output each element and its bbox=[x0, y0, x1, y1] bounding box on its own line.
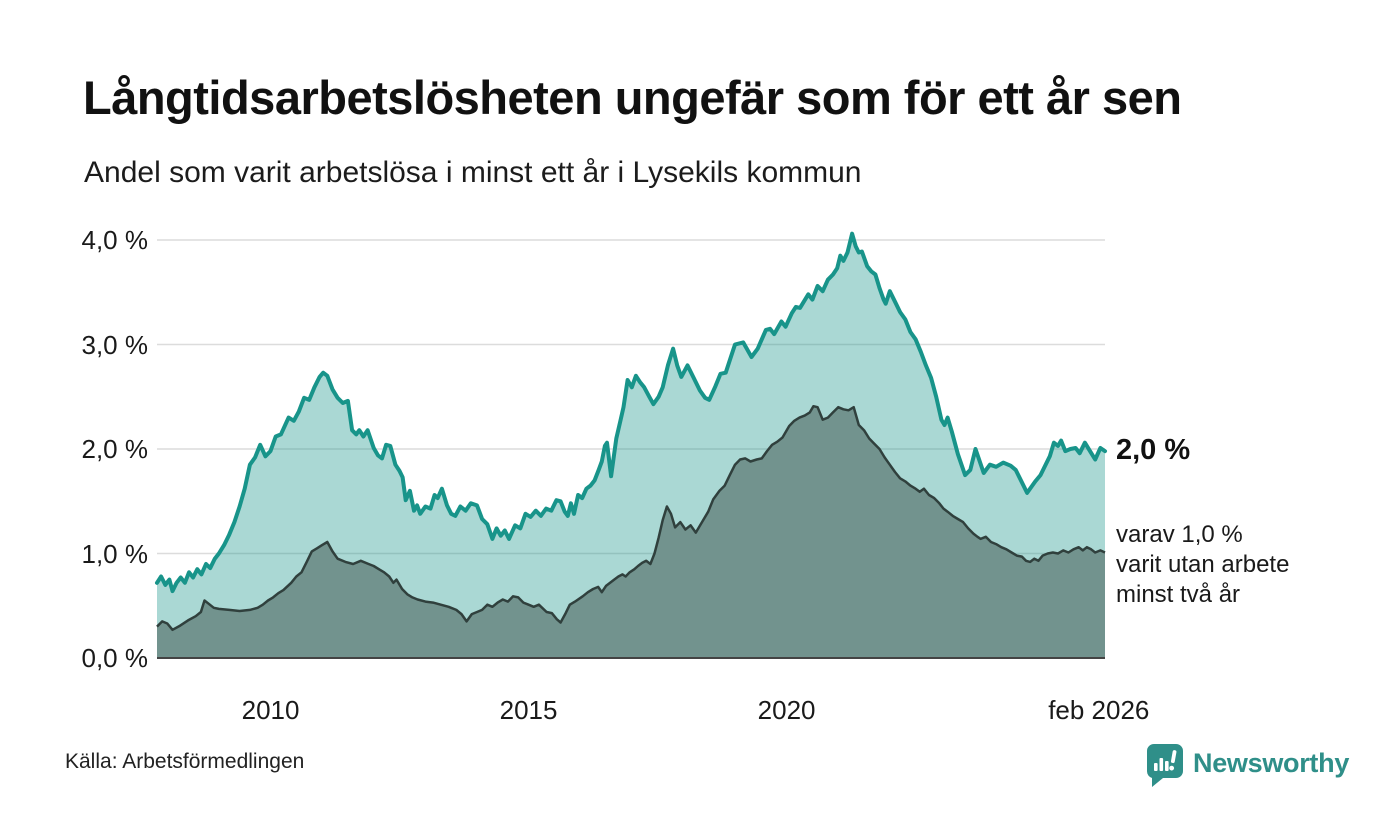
page-subtitle: Andel som varit arbetslösa i minst ett å… bbox=[84, 156, 862, 189]
secondary-note-line: minst två år bbox=[1116, 581, 1241, 608]
y-tick-label: 0,0 % bbox=[81, 643, 149, 673]
y-tick-label: 1,0 % bbox=[81, 538, 149, 569]
x-tick-label: feb 2026 bbox=[1048, 695, 1150, 725]
line-unemployed-2yr bbox=[156, 404, 1106, 632]
x-tick-label: 2020 bbox=[757, 695, 816, 725]
newsworthy-wordmark: Newsworthy bbox=[1193, 748, 1350, 778]
secondary-note-line: varav 1,0 % bbox=[1116, 521, 1243, 548]
source-credit: Källa: Arbetsförmedlingen bbox=[65, 750, 305, 773]
current-value-label: 2,0 % bbox=[1116, 434, 1191, 466]
secondary-series-note: varav 1,0 % varit utan arbete minst två … bbox=[1116, 520, 1386, 610]
y-tick-label: 2,0 % bbox=[81, 434, 149, 464]
y-tick-label: 4,0 % bbox=[81, 225, 149, 255]
area-unemployed-2yr bbox=[157, 406, 1105, 658]
newsworthy-logo: Newsworthy bbox=[1145, 742, 1349, 790]
x-tick-label: 2015 bbox=[499, 695, 558, 725]
line-unemployed-1yr bbox=[155, 231, 1107, 594]
page-title: Långtidsarbetslösheten ungefär som för e… bbox=[83, 71, 1182, 124]
x-tick-label: 2010 bbox=[241, 695, 300, 725]
y-tick-label: 3,0 % bbox=[81, 329, 149, 360]
newsworthy-icon bbox=[1147, 744, 1183, 787]
secondary-note-line: varit utan arbete bbox=[1116, 551, 1290, 578]
